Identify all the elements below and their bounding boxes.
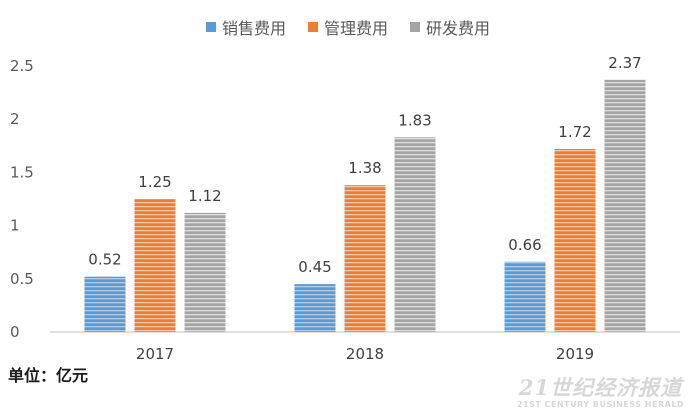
- data-label: 1.12: [188, 187, 221, 205]
- y-tick-label: 0.5: [10, 270, 34, 288]
- bars: [84, 79, 646, 332]
- legend-swatch-sales: [206, 22, 216, 32]
- data-label: 0.66: [508, 236, 541, 254]
- data-label: 1.38: [348, 159, 381, 177]
- data-label: 2.37: [608, 54, 641, 72]
- bar-2017-series-2: [184, 212, 226, 332]
- bar-2019-series-0: [504, 261, 546, 332]
- bar-2017-series-0: [84, 276, 126, 332]
- legend-item-sales: 销售费用: [206, 15, 286, 39]
- unit-label: 单位：亿元: [8, 366, 89, 385]
- y-tick-label: 2.5: [10, 57, 34, 75]
- data-label: 1.83: [398, 111, 431, 129]
- data-labels: 0.52 1.25 1.12 0.45 1.38 1.83 0.66 1.72 2.37: [88, 54, 641, 276]
- legend-label-sales: 销售费用: [222, 19, 287, 38]
- bar-2017-series-1: [134, 199, 176, 332]
- bar-2019-series-2: [604, 79, 646, 332]
- watermark-main: 21世纪经济报道: [518, 375, 683, 400]
- x-tick-label: 2017: [136, 345, 174, 363]
- legend-swatch-admin: [308, 22, 319, 32]
- x-tick-label: 2019: [556, 345, 594, 363]
- legend-item-rd: 研发费用: [410, 15, 490, 39]
- legend-item-admin: 管理费用: [308, 15, 388, 39]
- data-label: 0.52: [88, 251, 121, 269]
- y-tick-label: 2: [10, 110, 20, 128]
- watermark-logo: 21世纪经济报道 21ST CENTURY BUSINESS HERALD: [508, 372, 693, 409]
- bar-2018-series-1: [344, 185, 386, 332]
- watermark-sub: 21ST CENTURY BUSINESS HERALD: [516, 400, 685, 409]
- y-tick-label: 0: [10, 323, 20, 341]
- y-tick-label: 1.5: [10, 163, 34, 181]
- legend-label-admin: 管理费用: [324, 19, 389, 38]
- bar-2018-series-0: [294, 284, 336, 332]
- axes: 0 0.5 1 1.5 2 2.5 2017 2018 2019: [10, 57, 680, 363]
- legend: 销售费用 管理费用 研发费用: [206, 15, 490, 39]
- data-label: 1.72: [558, 123, 591, 141]
- x-tick-label: 2018: [346, 345, 384, 363]
- legend-swatch-rd: [410, 22, 421, 32]
- data-label: 1.25: [138, 173, 171, 191]
- bar-2018-series-2: [394, 137, 436, 332]
- data-label: 0.45: [298, 258, 331, 276]
- y-tick-label: 1: [10, 217, 20, 235]
- bar-2019-series-1: [554, 148, 596, 332]
- legend-label-rd: 研发费用: [426, 19, 491, 38]
